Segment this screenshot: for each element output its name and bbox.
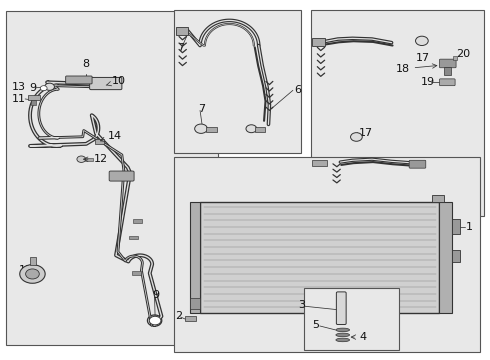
Circle shape: [77, 156, 86, 162]
Text: 5: 5: [313, 320, 319, 330]
Bar: [452, 250, 461, 262]
Circle shape: [246, 125, 257, 133]
Text: 11: 11: [11, 94, 25, 104]
Text: 8: 8: [83, 59, 90, 69]
Bar: [432, 195, 444, 202]
Text: 9: 9: [152, 291, 159, 301]
Bar: [190, 202, 200, 313]
Bar: [304, 288, 399, 350]
Ellipse shape: [336, 333, 349, 337]
Bar: [95, 139, 104, 144]
Text: 7: 7: [198, 104, 206, 114]
Bar: [200, 202, 440, 313]
Text: 2: 2: [175, 311, 183, 320]
Bar: [85, 158, 93, 161]
FancyBboxPatch shape: [109, 171, 134, 181]
Bar: [175, 27, 188, 35]
Text: 20: 20: [457, 49, 471, 59]
Circle shape: [45, 83, 54, 90]
Text: 18: 18: [395, 64, 437, 74]
FancyBboxPatch shape: [409, 160, 426, 168]
Circle shape: [20, 265, 45, 283]
Bar: [311, 10, 485, 216]
Bar: [129, 235, 139, 239]
Text: 9: 9: [29, 83, 36, 93]
Bar: [452, 220, 461, 234]
Text: 1: 1: [466, 222, 473, 231]
Bar: [255, 127, 265, 132]
Text: 19: 19: [421, 77, 435, 87]
Circle shape: [195, 124, 207, 134]
Bar: [5, 12, 218, 345]
Text: 17: 17: [359, 128, 373, 138]
Text: 17: 17: [416, 53, 430, 63]
Bar: [185, 316, 196, 320]
FancyBboxPatch shape: [90, 77, 122, 90]
Text: 10: 10: [106, 76, 125, 86]
Text: 3: 3: [298, 300, 305, 310]
Bar: [27, 95, 40, 100]
Bar: [313, 160, 327, 166]
Bar: [30, 257, 36, 265]
Bar: [453, 56, 457, 60]
Text: 13: 13: [11, 82, 25, 93]
FancyBboxPatch shape: [440, 59, 456, 68]
Circle shape: [25, 269, 39, 279]
Circle shape: [416, 36, 428, 45]
FancyBboxPatch shape: [66, 76, 92, 84]
Bar: [31, 100, 36, 105]
Bar: [133, 220, 143, 223]
Text: 6: 6: [294, 85, 301, 95]
Bar: [132, 271, 142, 275]
FancyBboxPatch shape: [336, 292, 346, 324]
Bar: [444, 67, 451, 75]
Circle shape: [40, 86, 47, 91]
Circle shape: [350, 133, 362, 141]
Bar: [313, 38, 325, 45]
Bar: [440, 202, 452, 313]
Text: 16: 16: [343, 213, 358, 223]
Bar: [190, 298, 200, 309]
Text: 4: 4: [351, 332, 367, 342]
Circle shape: [149, 316, 161, 325]
Bar: [174, 10, 301, 153]
Text: 14: 14: [100, 131, 122, 141]
FancyBboxPatch shape: [440, 79, 455, 86]
Text: 15: 15: [19, 265, 33, 275]
Ellipse shape: [336, 338, 349, 342]
Bar: [206, 127, 217, 132]
Text: 12: 12: [83, 154, 108, 164]
Bar: [174, 157, 480, 352]
Ellipse shape: [336, 328, 349, 332]
Text: 7: 7: [176, 43, 184, 53]
